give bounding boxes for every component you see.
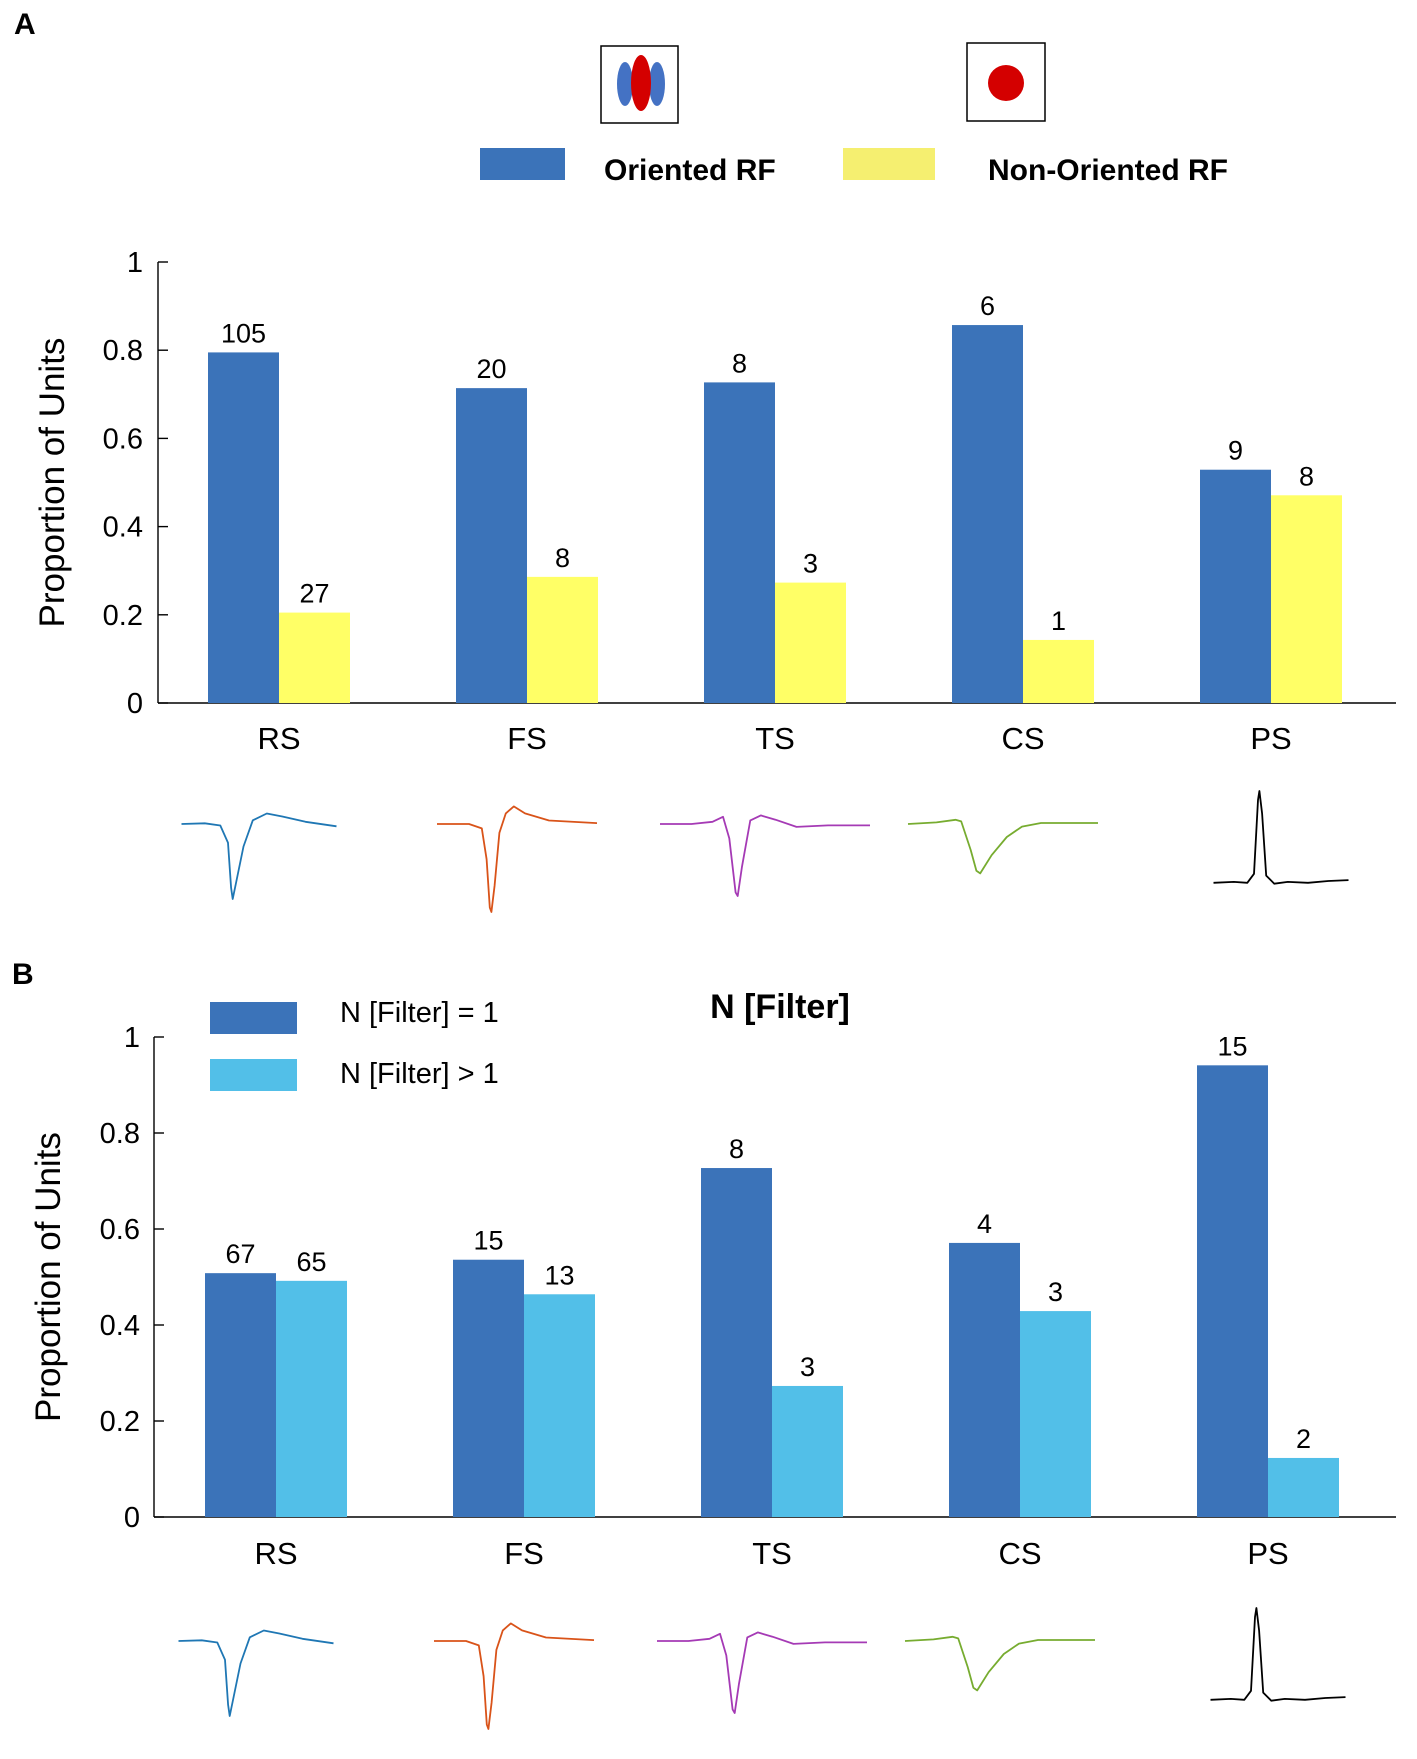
waveform-ts-icon xyxy=(660,814,870,897)
bar-count-label: 8 xyxy=(555,543,570,573)
waveform-rs-icon xyxy=(178,1629,334,1717)
bar-count-label: 27 xyxy=(299,579,329,609)
y-axis-label: Proportion of Units xyxy=(33,338,72,628)
bar-cs-series-2 xyxy=(1023,639,1094,703)
x-category-label: CS xyxy=(1001,721,1044,756)
center-dot xyxy=(988,65,1024,101)
y-tick-label: 0.4 xyxy=(100,1310,140,1342)
y-tick-label: 0.6 xyxy=(103,423,143,455)
legend-swatch xyxy=(210,1059,297,1091)
bar-rs-series-1 xyxy=(205,1273,276,1517)
flank-ellipse xyxy=(649,62,665,106)
bar-count-label: 8 xyxy=(732,348,747,378)
bar-count-label: 9 xyxy=(1228,436,1243,466)
waveform-rs-icon xyxy=(181,812,337,900)
oriented-rf-icon xyxy=(600,45,679,124)
bar-fs-series-1 xyxy=(456,388,527,703)
bar-count-label: 6 xyxy=(980,291,995,321)
bar-ps-series-2 xyxy=(1271,495,1342,703)
bar-rs-series-2 xyxy=(279,612,350,703)
waveform-ps-icon xyxy=(1210,1607,1346,1702)
legend-swatch xyxy=(480,148,565,180)
legend-swatch xyxy=(210,1002,297,1034)
waveform-ps-icon xyxy=(1213,790,1349,885)
bar-count-label: 8 xyxy=(1299,461,1314,491)
waveform-cs-icon xyxy=(904,1635,1095,1692)
legend-label: N [Filter] = 1 xyxy=(340,997,499,1029)
legend-panel-a: Oriented RF Non-Oriented RF xyxy=(480,42,1228,187)
waveform-fs-icon xyxy=(437,805,598,913)
y-tick-label: 0.2 xyxy=(103,600,143,632)
y-tick-label: 1 xyxy=(127,247,143,279)
bar-ts-series-2 xyxy=(772,1385,843,1517)
x-category-label: TS xyxy=(752,1536,792,1571)
bar-count-label: 105 xyxy=(221,318,266,348)
y-tick-label: 0.8 xyxy=(103,335,143,367)
y-tick-label: 0 xyxy=(127,688,143,720)
bar-count-label: 4 xyxy=(977,1209,992,1239)
y-tick-label: 0 xyxy=(124,1502,140,1534)
bar-count-label: 20 xyxy=(476,354,506,384)
bar-count-label: 65 xyxy=(296,1247,326,1277)
bar-count-label: 1 xyxy=(1051,606,1066,636)
legend-label: N [Filter] > 1 xyxy=(340,1058,499,1090)
y-tick-label: 0.4 xyxy=(103,512,143,544)
flank-ellipse xyxy=(617,62,633,106)
bar-count-label: 13 xyxy=(544,1260,574,1290)
x-category-label: PS xyxy=(1250,721,1291,756)
y-axis-label: Proportion of Units xyxy=(29,1132,68,1422)
waveform-cs-icon xyxy=(907,818,1098,875)
bar-ps-series-2 xyxy=(1268,1457,1339,1517)
x-category-label: CS xyxy=(998,1536,1041,1571)
bar-cs-series-2 xyxy=(1020,1311,1091,1517)
bar-cs-series-1 xyxy=(949,1242,1020,1517)
bar-ts-series-1 xyxy=(704,382,775,703)
panel-label: B xyxy=(12,958,34,991)
panel-label: A xyxy=(14,8,36,41)
legend-swatch xyxy=(843,148,935,180)
bar-count-label: 15 xyxy=(473,1226,503,1256)
bar-ts-series-2 xyxy=(775,582,846,703)
bar-count-label: 67 xyxy=(225,1239,255,1269)
bar-ts-series-1 xyxy=(701,1168,772,1517)
x-category-label: RS xyxy=(257,721,300,756)
x-category-label: TS xyxy=(755,721,795,756)
bar-rs-series-2 xyxy=(276,1280,347,1517)
bar-count-label: 3 xyxy=(803,549,818,579)
x-category-label: RS xyxy=(254,1536,297,1571)
chart-title: N [Filter] xyxy=(710,988,850,1026)
chart-panel-a: A 0 0.2 0.4 0.6 0.8 1 Proportion of Units 105 27 R… xyxy=(14,8,1396,913)
legend-label: Oriented RF xyxy=(604,154,776,187)
bar-fs-series-2 xyxy=(527,576,598,703)
y-tick-label: 0.6 xyxy=(100,1214,140,1246)
y-tick-label: 0.8 xyxy=(100,1118,140,1150)
bar-count-label: 3 xyxy=(800,1352,815,1382)
bar-cs-series-1 xyxy=(952,325,1023,703)
waveform-ts-icon xyxy=(657,1631,867,1714)
waveform-fs-icon xyxy=(434,1622,595,1730)
non-oriented-rf-icon xyxy=(966,42,1046,122)
legend-label: Non-Oriented RF xyxy=(988,154,1228,187)
bar-count-label: 2 xyxy=(1296,1424,1311,1454)
chart-panel-b: B 0 0.2 0.4 0.6 0.8 1 Proportion of Units 67 65 RS… xyxy=(12,958,1396,1730)
bar-count-label: 3 xyxy=(1048,1277,1063,1307)
bar-ps-series-1 xyxy=(1200,469,1271,703)
bar-fs-series-1 xyxy=(453,1259,524,1517)
legend-panel-b: N [Filter] = 1 N [Filter] > 1 N [Filter] xyxy=(210,988,850,1091)
x-category-label: PS xyxy=(1247,1536,1288,1571)
x-category-label: FS xyxy=(507,721,547,756)
y-tick-label: 0.2 xyxy=(100,1406,140,1438)
bar-rs-series-1 xyxy=(208,352,279,703)
bar-fs-series-2 xyxy=(524,1294,595,1517)
x-category-label: FS xyxy=(504,1536,544,1571)
y-tick-label: 1 xyxy=(124,1022,140,1054)
bar-ps-series-1 xyxy=(1197,1065,1268,1517)
center-ellipse xyxy=(631,55,651,111)
bar-count-label: 15 xyxy=(1217,1031,1247,1061)
bar-count-label: 8 xyxy=(729,1134,744,1164)
